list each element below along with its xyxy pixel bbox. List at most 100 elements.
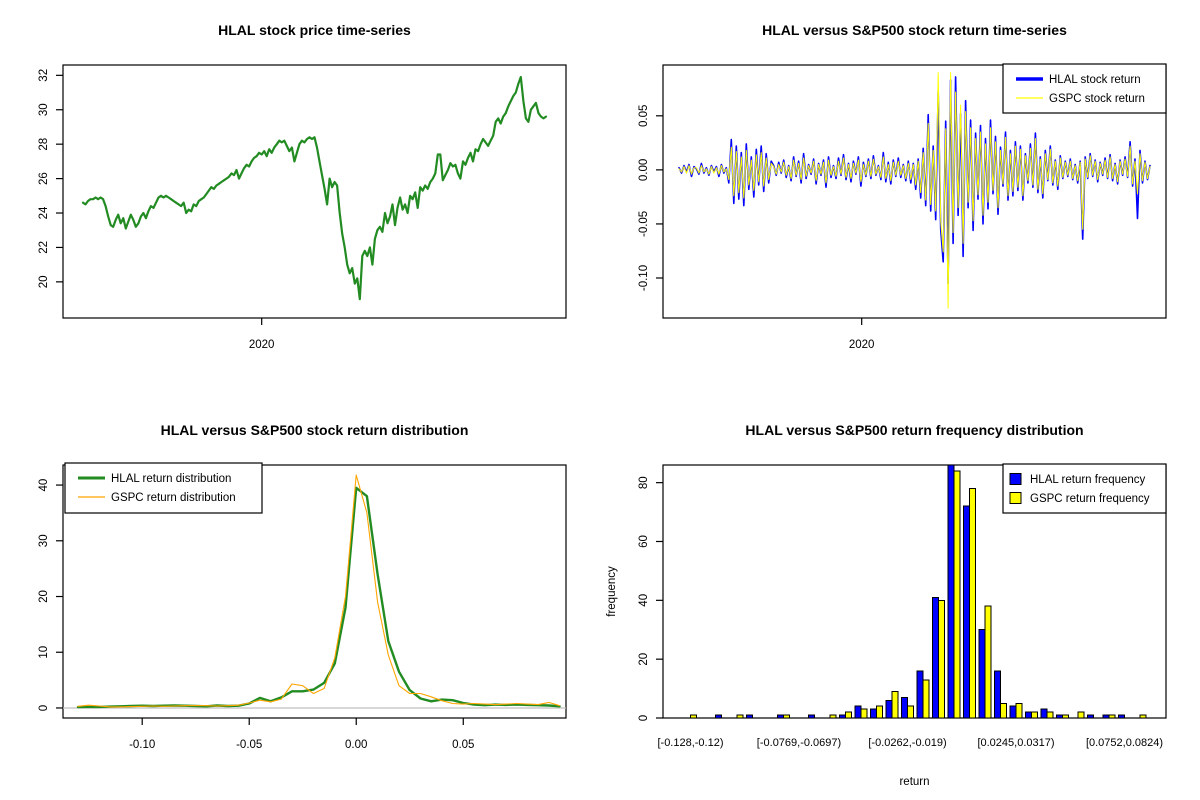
freq-bar-hlal <box>715 714 722 719</box>
freq-bar-gspc <box>891 691 899 719</box>
series-line-gspc-stock-return <box>678 72 1151 309</box>
y-tick-label: 10 <box>38 646 50 659</box>
return-timeseries-plot: 0.05 0.00 -0.05 -0.10 2020 HLAL stock return G… <box>638 63 1167 351</box>
freq-bar-gspc <box>907 705 914 719</box>
x-tick-label: -0.10 <box>129 739 155 751</box>
freq-bar-gspc <box>736 714 744 719</box>
y-tick-label: 30 <box>38 103 50 116</box>
freq-bar-hlal <box>1118 714 1125 719</box>
freq-bar-hlal <box>854 705 862 719</box>
return-timeseries-chart: HLAL versus S&P500 stock return time-ser… <box>600 0 1200 400</box>
freq-bar-hlal <box>1102 714 1110 719</box>
x-tick-label: 0.00 <box>345 739 367 751</box>
return-frequency-chart-title: HLAL versus S&P500 return frequency dist… <box>745 422 1084 438</box>
freq-bar-gspc <box>953 470 961 719</box>
legend-label: GSPC return frequency <box>1030 493 1150 505</box>
freq-bar-gspc <box>984 605 992 719</box>
y-tick-label: 0.00 <box>638 159 650 181</box>
y-tick-label: 26 <box>38 172 50 185</box>
y-tick-label: 32 <box>38 69 50 82</box>
y-tick-label: 0 <box>38 705 50 711</box>
freq-bar-gspc <box>1077 711 1085 719</box>
legend-square-swatch <box>1009 492 1022 504</box>
legend-box <box>1002 63 1167 114</box>
return-distribution-chart-title: HLAL versus S&P500 stock return distribu… <box>160 422 469 438</box>
y-tick-label: 20 <box>38 276 50 289</box>
price-chart-plot: 20 22 24 26 28 30 32 2020 <box>38 64 567 351</box>
freq-bar-hlal <box>870 708 877 719</box>
freq-bar-gspc <box>1046 711 1054 719</box>
plot-box <box>662 464 1167 719</box>
x-tick-label: -0.05 <box>236 739 262 751</box>
freq-bar-gspc <box>1139 714 1147 719</box>
histogram-bin-label: [-0.0262,-0.019) <box>868 737 946 749</box>
y-tick-label: 80 <box>638 476 650 489</box>
freq-bar-gspc <box>876 705 883 719</box>
histogram-bin-label: [-0.128,-0.12) <box>657 737 723 749</box>
freq-bar-hlal <box>932 596 939 719</box>
x-tick-label: 0.05 <box>452 739 474 751</box>
freq-bar-gspc <box>1108 714 1116 719</box>
y-tick-label: 40 <box>38 479 50 492</box>
freq-bar-hlal <box>947 464 955 719</box>
freq-bar-hlal <box>1056 714 1063 719</box>
freq-bar-hlal <box>777 714 784 719</box>
y-tick-label: 0.05 <box>638 105 650 127</box>
plot-box <box>662 64 1167 319</box>
price-chart: HLAL stock price time-series 20 22 24 26 28 3… <box>0 0 600 400</box>
legend-label: HLAL stock return <box>1049 74 1141 86</box>
return-distribution-chart: HLAL versus S&P500 stock return distribu… <box>0 400 600 800</box>
return-distribution-plot: 0 10 20 30 40 -0.10 -0.05 0.00 0.05 HLAL return d… <box>38 462 567 751</box>
y-tick-label: 20 <box>38 590 50 603</box>
return-frequency-plot: 0 20 40 60 80 frequency return [-0.128,-0.12) [-… <box>606 463 1167 788</box>
return-frequency-chart: HLAL versus S&P500 return frequency dist… <box>600 400 1200 800</box>
x-axis-label: return <box>899 776 929 788</box>
y-tick-label: 30 <box>38 534 50 547</box>
x-tick-label: 2020 <box>249 339 275 351</box>
freq-bar-gspc <box>1015 702 1023 719</box>
legend-square-swatch <box>1009 473 1022 485</box>
freq-bar-hlal <box>1025 711 1032 719</box>
freq-bar-gspc <box>1031 711 1038 719</box>
legend-label: GSPC stock return <box>1049 93 1145 105</box>
y-tick-label: 40 <box>638 594 650 607</box>
freq-bar-hlal <box>1040 708 1048 719</box>
freq-bar-gspc <box>922 679 930 719</box>
freq-bar-hlal <box>839 714 846 719</box>
freq-bar-gspc <box>829 714 837 719</box>
freq-bar-gspc <box>845 711 852 719</box>
histogram-bin-label: [0.0752,0.0824) <box>1086 737 1163 749</box>
series-line-hlal-stock-price <box>81 75 548 301</box>
freq-bar-hlal <box>885 699 893 719</box>
y-tick-label: 28 <box>38 138 50 151</box>
y-axis-label: frequency <box>606 566 618 617</box>
freq-bar-hlal <box>746 714 753 719</box>
freq-bar-gspc <box>969 488 976 719</box>
legend-label: HLAL return distribution <box>111 473 231 485</box>
freq-bar-gspc <box>938 599 945 719</box>
legend-label: HLAL return frequency <box>1030 474 1146 486</box>
y-tick-label: 20 <box>638 653 650 666</box>
freq-bar-hlal <box>808 714 815 719</box>
freq-bar-hlal <box>1009 705 1017 719</box>
price-chart-title: HLAL stock price time-series <box>218 22 411 38</box>
freq-bar-hlal <box>901 696 908 719</box>
series-line-hlal-return-distribution <box>76 486 561 709</box>
series-line-gspc-return-distribution <box>77 474 561 708</box>
histogram-bin-label: [0.0245,0.0317) <box>977 737 1054 749</box>
y-tick-label: -0.05 <box>638 211 650 237</box>
freq-bar-gspc <box>1000 702 1007 719</box>
plot-box <box>62 464 567 719</box>
y-tick-label: 60 <box>638 535 650 548</box>
freq-bar-hlal <box>916 670 924 719</box>
x-tick-label: 2020 <box>849 339 875 351</box>
histogram-bin-label: [-0.0769,-0.0697) <box>757 737 841 749</box>
freq-bar-hlal <box>978 629 986 719</box>
y-tick-label: 24 <box>38 206 50 219</box>
legend-box <box>1002 463 1167 514</box>
return-timeseries-chart-title: HLAL versus S&P500 stock return time-ser… <box>762 22 1067 38</box>
plot-box <box>62 64 567 319</box>
freq-bar-hlal <box>1087 714 1094 719</box>
y-tick-label: 0 <box>638 715 650 721</box>
